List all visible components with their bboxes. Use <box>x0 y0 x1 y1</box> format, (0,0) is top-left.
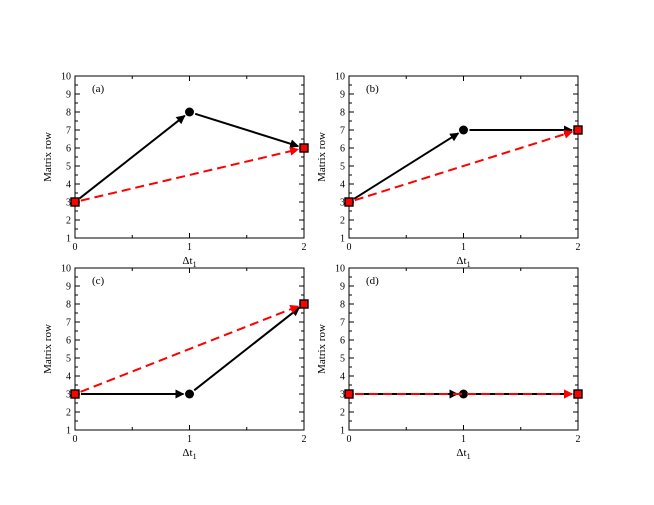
y-tick-label: 5 <box>66 354 71 365</box>
dashed-arrow-segment <box>354 129 574 202</box>
x-tick-label: 2 <box>302 434 307 445</box>
y-axis-label: Matrix row <box>42 132 54 182</box>
y-tick-label: 1 <box>66 234 71 245</box>
y-tick-label: 1 <box>340 426 345 437</box>
y-tick-label: 5 <box>66 162 71 173</box>
y-tick-label: 4 <box>340 180 345 191</box>
y-tick-label: 7 <box>340 126 345 137</box>
panel-label: (a) <box>92 83 105 95</box>
y-tick-label: 9 <box>66 282 71 293</box>
panel-label: (b) <box>366 83 379 95</box>
data-point-circle <box>185 107 194 117</box>
y-tick-label: 6 <box>66 336 71 347</box>
plot-frame <box>348 75 579 239</box>
y-tick-label: 10 <box>335 264 345 275</box>
data-point-circle <box>185 389 194 399</box>
y-tick-label: 6 <box>66 144 71 155</box>
y-tick-label: 7 <box>66 318 71 329</box>
y-tick-label: 10 <box>61 264 71 275</box>
x-tick-label: 0 <box>73 242 78 253</box>
y-tick-label: 3 <box>66 198 71 209</box>
y-tick-label: 4 <box>66 180 71 191</box>
x-tick-label: 0 <box>347 434 352 445</box>
y-tick-label: 7 <box>340 318 345 329</box>
solid-arrow-segment <box>194 112 300 149</box>
panel-label: (c) <box>92 275 105 287</box>
y-tick-label: 2 <box>66 216 71 227</box>
dashed-arrow-segment <box>80 146 300 202</box>
y-tick-label: 9 <box>66 90 71 101</box>
y-tick-label: 6 <box>340 336 345 347</box>
x-tick-label: 2 <box>302 242 307 253</box>
x-tick-label: 1 <box>461 242 466 253</box>
x-tick-label: 1 <box>187 434 192 445</box>
y-tick-label: 9 <box>340 90 345 101</box>
y-tick-label: 9 <box>340 282 345 293</box>
y-axis-label: Matrix row <box>42 324 54 374</box>
y-tick-label: 2 <box>66 408 71 419</box>
solid-arrow-segment <box>79 114 186 200</box>
y-tick-label: 10 <box>61 72 71 83</box>
y-tick-label: 3 <box>66 390 71 401</box>
y-tick-label: 10 <box>335 72 345 83</box>
y-tick-label: 1 <box>340 234 345 245</box>
y-tick-label: 3 <box>340 390 345 401</box>
y-tick-label: 1 <box>66 426 71 437</box>
y-tick-label: 8 <box>66 108 71 119</box>
data-point-square <box>299 143 309 153</box>
y-tick-label: 8 <box>66 300 71 311</box>
y-tick-label: 3 <box>340 198 345 209</box>
data-point-square <box>344 389 354 399</box>
x-axis-label: Δt1 <box>456 447 470 461</box>
data-point-circle <box>459 389 468 399</box>
y-tick-label: 8 <box>340 300 345 311</box>
y-tick-label: 5 <box>340 354 345 365</box>
y-tick-label: 8 <box>340 108 345 119</box>
data-point-square <box>70 197 80 207</box>
data-point-circle <box>459 125 468 135</box>
x-tick-label: 0 <box>347 242 352 253</box>
data-point-square <box>70 389 80 399</box>
y-tick-label: 4 <box>66 372 71 383</box>
x-tick-label: 2 <box>576 434 581 445</box>
y-tick-label: 4 <box>340 372 345 383</box>
solid-arrow-segment <box>353 132 460 200</box>
plot-frame <box>348 267 579 431</box>
data-point-square <box>299 299 309 309</box>
dashed-arrow-segment <box>80 304 300 393</box>
y-tick-label: 7 <box>66 126 71 137</box>
data-point-square <box>344 197 354 207</box>
x-tick-label: 2 <box>576 242 581 253</box>
x-axis-label: Δt1 <box>456 255 470 269</box>
data-point-square <box>573 125 583 135</box>
panel-label: (d) <box>366 275 379 287</box>
data-point-square <box>573 389 583 399</box>
y-tick-label: 6 <box>340 144 345 155</box>
y-axis-label: Matrix row <box>316 132 328 182</box>
solid-arrow-segment <box>193 306 300 392</box>
y-tick-label: 5 <box>340 162 345 173</box>
y-tick-label: 2 <box>340 408 345 419</box>
x-axis-label: Δt1 <box>182 255 196 269</box>
x-tick-label: 1 <box>187 242 192 253</box>
y-axis-label: Matrix row <box>316 324 328 374</box>
x-tick-label: 0 <box>73 434 78 445</box>
plot-frame <box>74 75 305 239</box>
x-tick-label: 1 <box>461 434 466 445</box>
x-axis-label: Δt1 <box>182 447 196 461</box>
y-tick-label: 2 <box>340 216 345 227</box>
